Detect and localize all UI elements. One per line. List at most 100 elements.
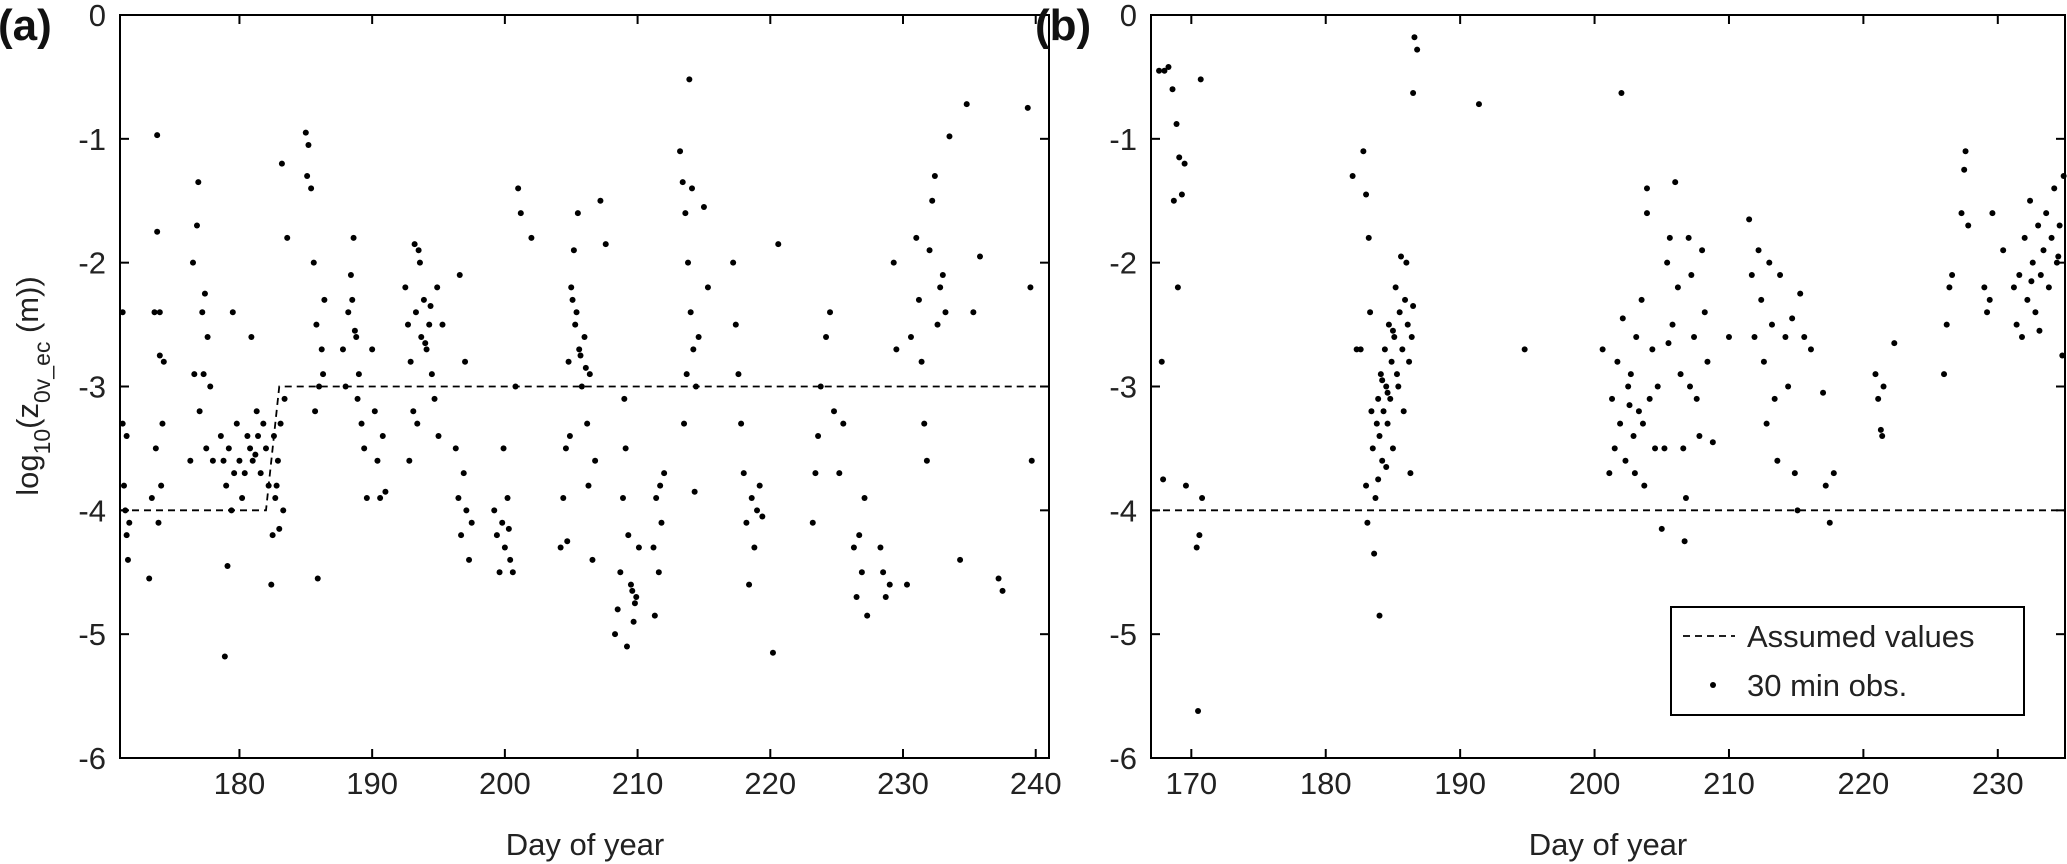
b-obs-point: [1880, 383, 1887, 390]
b-y-tick-label: -2: [1109, 246, 1137, 281]
a-obs-point: [589, 556, 596, 563]
b-obs-point: [1387, 395, 1394, 402]
a-obs-point: [379, 433, 386, 440]
a-obs-point: [585, 482, 592, 489]
a-obs-point: [499, 519, 506, 526]
b-obs-point: [1367, 309, 1374, 316]
a-obs-point: [412, 309, 419, 316]
b-obs-point: [1410, 90, 1417, 97]
a-obs-point: [427, 303, 434, 310]
b-obs-point: [1160, 476, 1167, 483]
b-obs-point: [1958, 210, 1965, 217]
b-x-tick-label: 190: [1434, 766, 1486, 801]
a-obs-point: [156, 352, 163, 359]
a-obs-point: [423, 346, 430, 353]
b-obs-point: [2040, 247, 2047, 254]
b-obs-point: [1617, 420, 1624, 427]
a-obs-point: [434, 284, 441, 291]
a-obs-point: [946, 133, 953, 140]
a-obs-point: [155, 519, 162, 526]
b-obs-point: [2028, 278, 2035, 285]
a-obs-point: [681, 420, 688, 427]
a-obs-point: [223, 482, 230, 489]
a-obs-point: [415, 247, 422, 254]
a-obs-point: [929, 197, 936, 204]
b-obs-point: [1398, 253, 1405, 260]
b-obs-point: [1789, 315, 1796, 322]
b-obs-point: [2037, 272, 2044, 279]
a-obs-point: [122, 507, 129, 514]
a-obs-point: [203, 445, 210, 452]
a-obs-point: [746, 581, 753, 588]
b-obs-point: [2032, 309, 2039, 316]
a-obs-point: [406, 457, 413, 464]
a-obs-point: [619, 494, 626, 501]
a-obs-point: [748, 494, 755, 501]
a-obs-point: [677, 148, 684, 155]
b-obs-point: [1677, 371, 1684, 378]
b-obs-point: [1363, 482, 1370, 489]
a-obs-point: [582, 364, 589, 371]
b-obs-point: [1685, 234, 1692, 241]
a-obs-point: [347, 272, 354, 279]
b-obs-point: [1751, 333, 1758, 340]
a-obs-point: [691, 488, 698, 495]
b-obs-point: [1664, 259, 1671, 266]
b-obs-point: [1872, 371, 1879, 378]
a-obs-point: [228, 507, 235, 514]
b-obs-point: [1701, 309, 1708, 316]
a-x-tick-label: 220: [744, 766, 796, 801]
a-obs-point: [913, 234, 920, 241]
a-obs-point: [1024, 104, 1031, 111]
b-obs-point: [1614, 358, 1621, 365]
a-obs-point: [312, 408, 319, 415]
b-x-tick-label: 210: [1703, 766, 1755, 801]
a-obs-point: [592, 457, 599, 464]
b-obs-point: [1635, 408, 1642, 415]
a-obs-point: [418, 333, 425, 340]
a-obs-point: [411, 241, 418, 248]
a-obs-point: [241, 470, 248, 477]
legend-marker-obs: [1710, 682, 1716, 688]
b-obs-point: [1170, 197, 1177, 204]
a-obs-point: [225, 445, 232, 452]
a-obs-point: [154, 132, 161, 139]
a-obs-point: [756, 482, 763, 489]
a-obs-point: [570, 247, 577, 254]
b-obs-point: [1379, 457, 1386, 464]
b-obs-point: [2010, 284, 2017, 291]
a-obs-point: [915, 296, 922, 303]
legend-box: [1670, 606, 2025, 716]
a-obs-point: [193, 222, 200, 229]
a-obs-point: [158, 482, 165, 489]
a-obs-point: [507, 556, 514, 563]
a-obs-point: [976, 253, 983, 260]
a-obs-point: [651, 612, 658, 619]
a-obs-point: [407, 358, 414, 365]
b-obs-point: [1383, 383, 1390, 390]
a-obs-point: [342, 383, 349, 390]
b-obs-point: [1674, 284, 1681, 291]
a-obs-point: [565, 358, 572, 365]
a-obs-point: [456, 272, 463, 279]
a-obs-point: [274, 457, 281, 464]
a-obs-point: [586, 371, 593, 378]
a-obs-point: [942, 309, 949, 316]
b-obs-point: [1388, 358, 1395, 365]
a-obs-point: [685, 259, 692, 266]
a-obs-point: [189, 259, 196, 266]
a-obs-point: [617, 569, 624, 576]
a-obs-point: [633, 594, 640, 601]
b-obs-point: [1176, 154, 1183, 161]
a-obs-point: [775, 241, 782, 248]
a-obs-point: [439, 321, 446, 328]
a-obs-point: [280, 507, 287, 514]
b-obs-point: [1182, 482, 1189, 489]
a-obs-point: [339, 346, 346, 353]
a-obs-point: [880, 569, 887, 576]
b-obs-point: [1389, 445, 1396, 452]
b-obs-point: [1619, 315, 1626, 322]
a-y-axis-title: log10(z0v_ec (m)): [10, 276, 55, 496]
b-obs-point: [1643, 185, 1650, 192]
b-obs-point: [1672, 179, 1679, 186]
